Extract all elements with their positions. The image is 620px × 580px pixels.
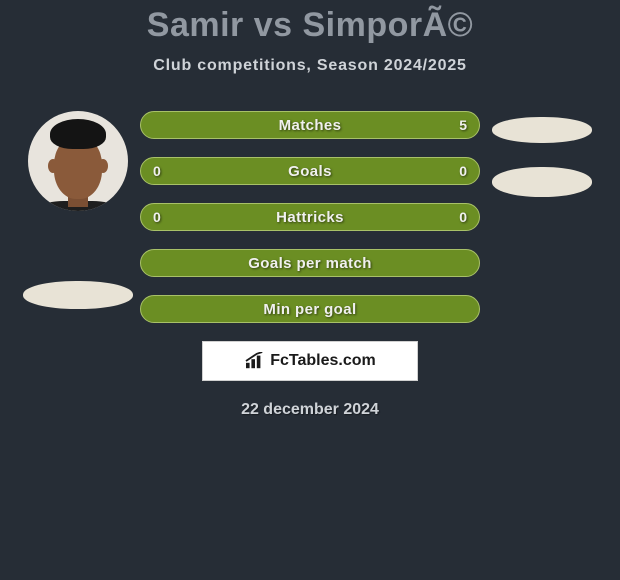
stat-pill-matches: Matches 5 <box>140 111 480 139</box>
stat-label: Matches <box>279 117 342 134</box>
stat-left-value: 0 <box>153 163 161 179</box>
stat-right-value: 0 <box>459 209 467 225</box>
player-left-name-oval <box>23 281 133 309</box>
stat-label: Goals <box>288 163 332 180</box>
stat-pill-goals-per-match: Goals per match <box>140 249 480 277</box>
page-title: Samir vs SimporÃ© <box>0 6 620 45</box>
player-right-name-oval-2 <box>492 167 592 197</box>
player-left-column <box>26 111 130 309</box>
player-left-avatar <box>28 111 128 211</box>
stat-label: Goals per match <box>248 255 372 272</box>
stat-right-value: 5 <box>459 117 467 133</box>
player-right-column <box>490 111 594 197</box>
player-face-graphic <box>28 111 128 211</box>
stat-pill-stack: Matches 5 0 Goals 0 0 Hattricks 0 Goals … <box>140 111 480 323</box>
page-subtitle: Club competitions, Season 2024/2025 <box>0 57 620 75</box>
infographic-container: Samir vs SimporÃ© Club competitions, Sea… <box>0 0 620 419</box>
stat-right-value: 0 <box>459 163 467 179</box>
stat-pill-hattricks: 0 Hattricks 0 <box>140 203 480 231</box>
stat-pill-goals: 0 Goals 0 <box>140 157 480 185</box>
stat-left-value: 0 <box>153 209 161 225</box>
stat-label: Min per goal <box>263 301 356 318</box>
comparison-row: Matches 5 0 Goals 0 0 Hattricks 0 Goals … <box>0 111 620 323</box>
date-line: 22 december 2024 <box>0 401 620 419</box>
brand-text: FcTables.com <box>270 352 376 370</box>
stat-label: Hattricks <box>276 209 344 226</box>
stat-pill-min-per-goal: Min per goal <box>140 295 480 323</box>
chart-icon <box>244 352 266 370</box>
brand-badge: FcTables.com <box>202 341 418 381</box>
player-right-name-oval-1 <box>492 117 592 143</box>
